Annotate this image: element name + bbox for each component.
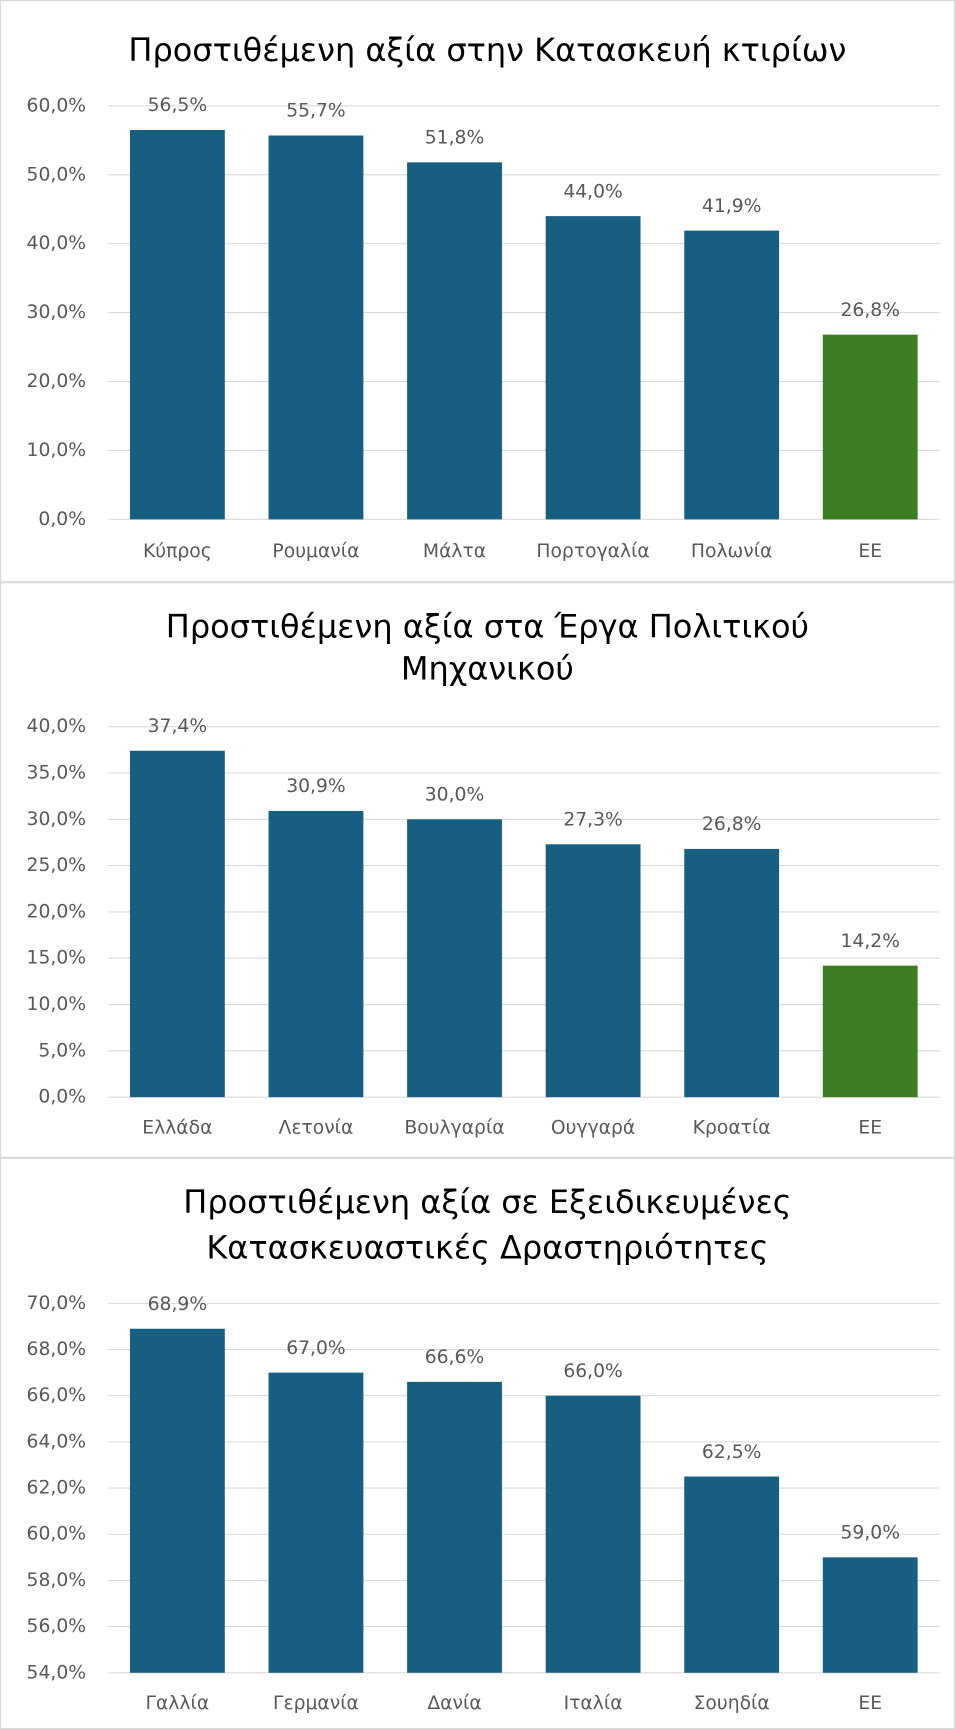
x-tick-label: ΕΕ bbox=[858, 541, 882, 562]
y-tick-label: 40,0% bbox=[27, 233, 87, 254]
data-label: 59,0% bbox=[840, 1523, 900, 1544]
bar bbox=[129, 750, 225, 1098]
x-tick-label: ΕΕ bbox=[858, 1693, 882, 1714]
data-label: 30,9% bbox=[286, 776, 346, 797]
y-tick-label: 0,0% bbox=[38, 1087, 86, 1108]
y-tick-label: 30,0% bbox=[27, 302, 87, 323]
x-tick-label: Λετονία bbox=[279, 1118, 354, 1139]
x-tick-label: Πορτογαλία bbox=[536, 541, 649, 562]
y-tick-label: 0,0% bbox=[38, 509, 86, 530]
data-label: 56,5% bbox=[148, 95, 208, 116]
y-tick-label: 60,0% bbox=[27, 95, 87, 116]
bar bbox=[822, 1557, 918, 1673]
x-tick-label: ΕΕ bbox=[858, 1118, 882, 1139]
x-tick-label: Ιταλία bbox=[564, 1693, 623, 1714]
bar bbox=[545, 1395, 641, 1673]
bar bbox=[822, 965, 918, 1098]
panel bbox=[0, 0, 955, 583]
data-label: 30,0% bbox=[425, 785, 485, 806]
y-tick-label: 64,0% bbox=[27, 1431, 87, 1452]
x-tick-label: Μάλτα bbox=[423, 541, 486, 562]
chart-title: Προστιθέμενη αξία στα Έργα Πολιτικού bbox=[166, 608, 809, 646]
bar bbox=[407, 1381, 502, 1673]
panel bbox=[0, 582, 955, 1158]
y-tick-label: 10,0% bbox=[27, 440, 87, 461]
chart-title: Προστιθέμενη αξία σε Εξειδικευμένες bbox=[183, 1183, 791, 1221]
y-tick-label: 66,0% bbox=[27, 1385, 87, 1406]
bar bbox=[545, 216, 641, 520]
y-tick-label: 20,0% bbox=[27, 901, 87, 922]
y-tick-label: 5,0% bbox=[38, 1040, 86, 1061]
data-label: 26,8% bbox=[702, 814, 762, 835]
panel bbox=[0, 1157, 955, 1729]
x-tick-label: Πολωνία bbox=[691, 541, 772, 562]
data-label: 41,9% bbox=[702, 196, 762, 217]
bar bbox=[684, 848, 780, 1098]
x-tick-label: Γαλλία bbox=[146, 1693, 210, 1714]
y-tick-label: 35,0% bbox=[27, 762, 87, 783]
bar bbox=[129, 129, 225, 520]
x-tick-label: Γερμανία bbox=[273, 1693, 359, 1714]
data-label: 26,8% bbox=[840, 300, 900, 321]
y-tick-label: 68,0% bbox=[27, 1339, 87, 1360]
chart-title: Προστιθέμενη αξία στην Κατασκευή κτιρίων bbox=[128, 31, 846, 69]
x-tick-label: Ρουμανία bbox=[272, 541, 359, 562]
bar bbox=[268, 135, 364, 520]
bar bbox=[684, 230, 780, 520]
x-tick-label: Κροατία bbox=[693, 1118, 771, 1139]
x-tick-label: Σουηδία bbox=[694, 1693, 770, 1714]
y-tick-label: 15,0% bbox=[27, 948, 87, 969]
data-label: 68,9% bbox=[148, 1294, 208, 1315]
data-label: 55,7% bbox=[286, 101, 346, 122]
x-tick-label: Δανία bbox=[427, 1693, 481, 1714]
bar bbox=[129, 1328, 225, 1673]
y-tick-label: 10,0% bbox=[27, 994, 87, 1015]
chart-title: Μηχανικού bbox=[401, 649, 574, 687]
y-tick-label: 54,0% bbox=[27, 1662, 87, 1683]
x-tick-label: Βουλγαρία bbox=[404, 1118, 504, 1139]
x-tick-label: Κύπρος bbox=[143, 541, 212, 562]
y-tick-label: 30,0% bbox=[27, 809, 87, 830]
data-label: 66,0% bbox=[563, 1361, 623, 1382]
bar bbox=[268, 1372, 364, 1673]
bar bbox=[822, 334, 918, 520]
bar bbox=[407, 819, 502, 1098]
y-tick-label: 56,0% bbox=[27, 1616, 87, 1637]
bar bbox=[268, 810, 364, 1098]
data-label: 14,2% bbox=[840, 931, 900, 952]
y-tick-label: 40,0% bbox=[27, 716, 87, 737]
chart-title: Κατασκευαστικές Δραστηριότητες bbox=[206, 1228, 768, 1266]
y-tick-label: 25,0% bbox=[27, 855, 87, 876]
bar bbox=[407, 162, 502, 520]
y-tick-label: 58,0% bbox=[27, 1570, 87, 1591]
y-tick-label: 70,0% bbox=[27, 1293, 87, 1314]
data-label: 27,3% bbox=[563, 810, 623, 831]
data-label: 66,6% bbox=[425, 1347, 485, 1368]
data-label: 37,4% bbox=[148, 716, 208, 737]
bar bbox=[545, 844, 641, 1098]
data-label: 44,0% bbox=[563, 181, 623, 202]
y-tick-label: 50,0% bbox=[27, 164, 87, 185]
data-label: 62,5% bbox=[702, 1442, 762, 1463]
x-tick-label: Ελλάδα bbox=[142, 1118, 212, 1139]
x-tick-label: Ουγγαρά bbox=[551, 1118, 635, 1139]
y-tick-label: 62,0% bbox=[27, 1478, 87, 1499]
y-tick-label: 60,0% bbox=[27, 1524, 87, 1545]
bar bbox=[684, 1476, 780, 1673]
y-tick-label: 20,0% bbox=[27, 371, 87, 392]
data-label: 51,8% bbox=[425, 128, 485, 149]
data-label: 67,0% bbox=[286, 1338, 346, 1359]
